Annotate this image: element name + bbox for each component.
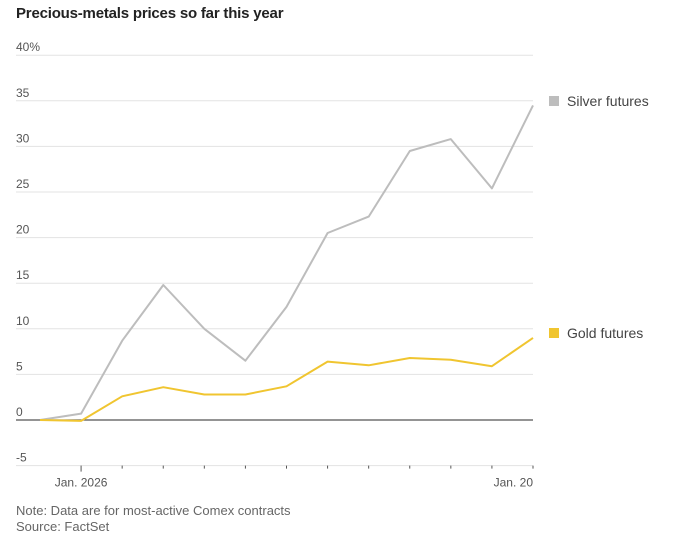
gridlines: [16, 54, 533, 467]
y-tick-label: 20: [16, 223, 30, 237]
series-line-gold: [39, 337, 534, 422]
y-tick-label: 0: [16, 405, 23, 419]
y-tick-label: 35: [16, 86, 30, 100]
x-axis: Jan. 2026 Jan. 20: [55, 465, 534, 490]
y-tick-label: 5: [16, 359, 23, 373]
legend-item-silver: Silver futures: [549, 93, 649, 109]
note-text: Note: Data are for most-active Comex con…: [16, 503, 291, 518]
x-tick-label: Jan. 20: [494, 476, 534, 490]
legend-item-gold: Gold futures: [549, 325, 643, 341]
x-tick-label: Jan. 2026: [55, 476, 108, 490]
y-tick-label: -5: [16, 451, 27, 465]
legend-swatch-gold: [549, 328, 559, 338]
legend-label-silver: Silver futures: [567, 93, 649, 109]
y-tick-label: 25: [16, 177, 30, 191]
series-lines: [39, 104, 534, 422]
y-tick-label: 30: [16, 131, 30, 145]
chart-title: Precious-metals prices so far this year: [16, 5, 284, 22]
chart-footnote: Note: Data are for most-active Comex con…: [16, 503, 291, 535]
source-text: Source: FactSet: [16, 519, 110, 534]
legend-swatch-silver: [549, 96, 559, 106]
legend-label-gold: Gold futures: [567, 325, 644, 341]
y-tick-label: 15: [16, 268, 30, 282]
series-line-silver: [39, 104, 534, 421]
y-tick-label: 10: [16, 314, 30, 328]
y-tick-label: 40%: [16, 40, 40, 54]
y-axis: -5 0 5 10 15 20 25 30 35 40%: [16, 40, 40, 464]
